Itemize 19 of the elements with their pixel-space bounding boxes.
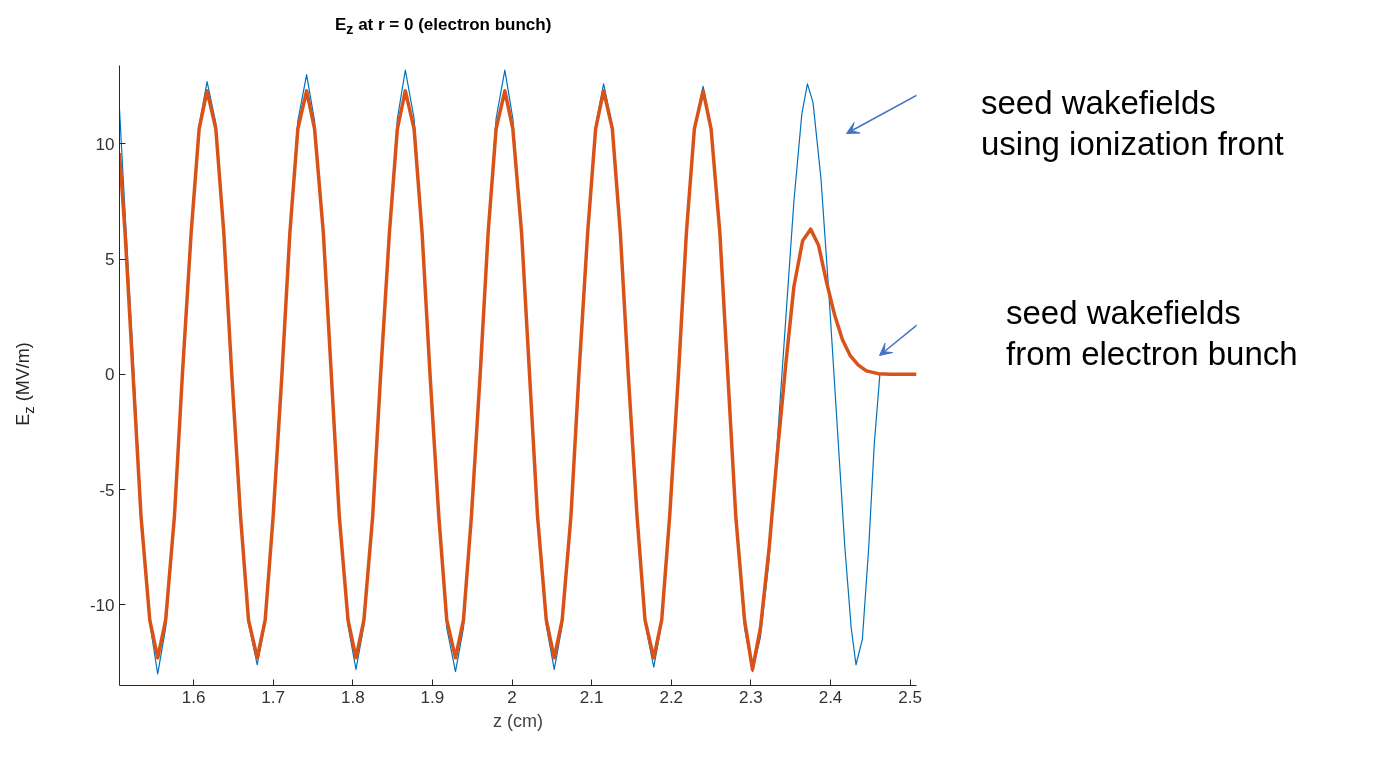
y-tick-label: -5 [99,480,115,500]
x-tick-label: 2.1 [579,687,604,707]
y-tick-label: 5 [105,250,115,270]
y-tick-label: 10 [95,134,115,154]
x-tick-label: 1.6 [181,687,206,707]
x-axis-title: z (cm) [493,710,543,731]
y-tick-label: -10 [89,595,115,615]
x-tick-label: 1.7 [261,687,285,707]
x-tick-label: 2.4 [818,687,843,707]
x-tick-label: 2.2 [659,687,684,707]
x-tick-label: 1.8 [340,687,365,707]
x-tick-label: 2 [507,687,517,707]
x-tick-label: 2.3 [739,687,763,707]
y-tick-label: 0 [105,365,115,385]
x-tick-label: 2.5 [898,687,922,707]
x-tick-label: 1.9 [420,687,445,707]
chart-title: E$_{z}$ at r = 0 (electron bunch) [335,14,552,40]
text: seed wakefields from electron bunch [1006,293,1298,375]
text: seed wakefields using ionization front [981,83,1284,165]
